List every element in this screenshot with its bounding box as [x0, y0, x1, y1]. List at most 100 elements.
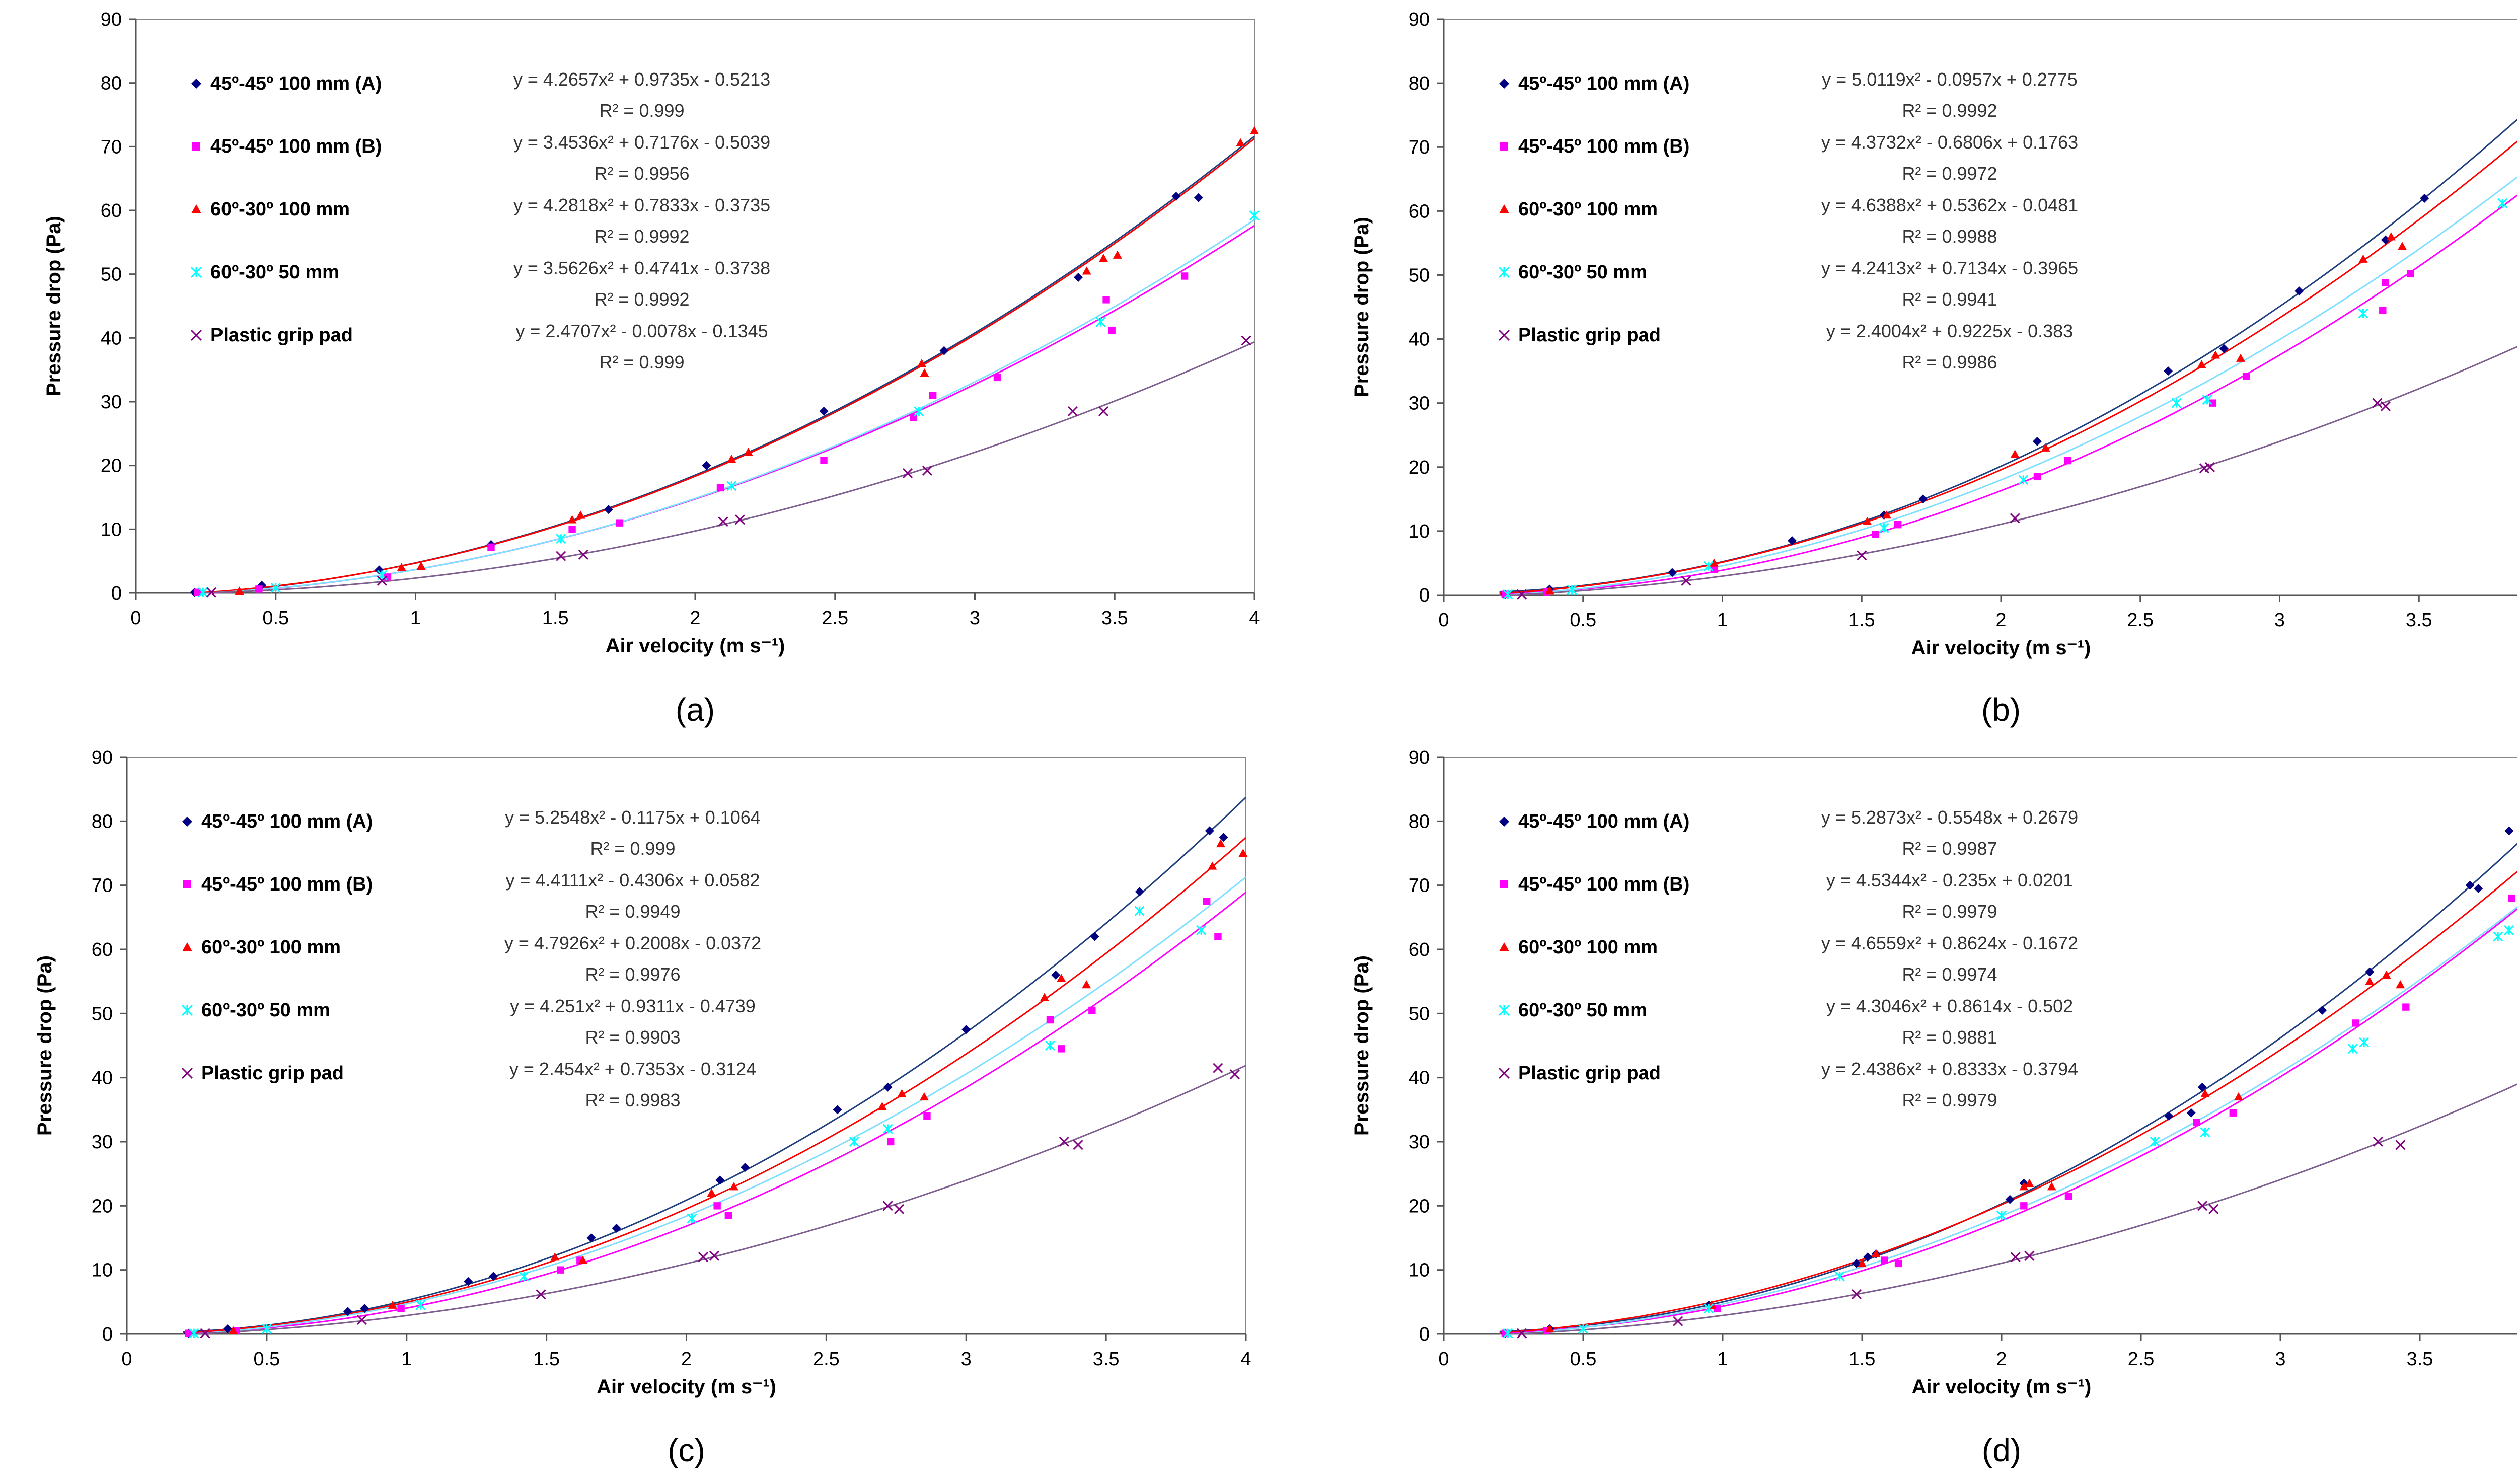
y-axis-label: Pressure drop (Pa)	[1351, 955, 1373, 1136]
data-point	[2208, 1204, 2219, 1214]
y-tick-label: 40	[101, 328, 122, 349]
data-point	[2395, 1140, 2406, 1150]
data-point	[1673, 1316, 1683, 1326]
data-point	[707, 1188, 716, 1197]
data-point	[833, 1105, 842, 1115]
data-point	[1095, 317, 1106, 327]
x-tick-label: 2	[681, 1349, 692, 1370]
series-4-points	[198, 210, 1260, 598]
data-point	[2236, 353, 2246, 362]
data-point	[2381, 235, 2390, 245]
data-point	[729, 1182, 738, 1191]
data-point	[2047, 1182, 2056, 1191]
y-tick-label: 10	[1409, 521, 1430, 542]
data-point	[360, 1304, 369, 1313]
x-tick-label: 3	[970, 608, 980, 629]
data-point	[1709, 558, 1719, 567]
data-point	[2164, 366, 2173, 376]
data-point	[2018, 475, 2029, 485]
data-point	[2396, 980, 2405, 989]
legend-marker	[183, 880, 191, 888]
y-tick-label: 70	[101, 136, 122, 158]
x-tick-label: 1.5	[542, 608, 569, 629]
x-tick-label: 3.5	[2407, 1349, 2433, 1370]
data-point	[2186, 1108, 2196, 1118]
data-point	[2398, 242, 2407, 250]
r-squared: R² = 0.9972	[1902, 163, 1997, 184]
legend-label: 45º-45º 100 mm (B)	[201, 874, 373, 895]
chart-panel-4: 00.511.522.533.540102030405060708090Air …	[1351, 747, 2517, 1468]
y-tick-label: 40	[1409, 329, 1430, 350]
data-point	[2420, 193, 2429, 203]
chart-panel-1: 0 0.5 1 1.5 2 2.5 3 3.5 40102030405060708090Air …	[43, 9, 1260, 728]
r-squared: R² = 0.999	[599, 100, 684, 121]
legend-label: 60º-30º 100 mm	[1518, 199, 1658, 220]
data-point	[2234, 1092, 2243, 1101]
data-point	[1857, 550, 1867, 561]
data-point	[2064, 457, 2072, 465]
data-point	[1667, 568, 1677, 577]
y-tick-label: 20	[1409, 457, 1430, 478]
data-point	[1113, 250, 1122, 259]
data-point	[2352, 1019, 2359, 1027]
data-point	[1881, 1256, 1888, 1264]
data-point	[556, 534, 566, 544]
y-tick-label: 40	[1409, 1068, 1430, 1089]
r-squared: R² = 0.9992	[594, 226, 689, 247]
y-tick-label: 10	[101, 519, 122, 540]
data-point	[1171, 192, 1181, 201]
data-point	[1135, 887, 1144, 897]
data-point	[1180, 272, 1189, 280]
data-point	[897, 1089, 907, 1097]
data-point	[726, 481, 737, 491]
data-point	[877, 1101, 887, 1110]
y-tick-label: 60	[1409, 939, 1430, 960]
fit-equation: y = 4.2657x² + 0.9735x - 0.5213	[513, 69, 770, 90]
legend-marker	[192, 142, 200, 151]
legend-marker	[1499, 204, 1509, 213]
data-point	[1219, 833, 1228, 842]
data-point	[2386, 232, 2396, 241]
data-point	[1918, 494, 1928, 504]
data-point	[2497, 198, 2508, 209]
data-point	[2200, 1089, 2210, 1097]
y-tick-label: 50	[1409, 1003, 1430, 1024]
data-point	[1102, 296, 1110, 304]
data-point	[2010, 1252, 2021, 1263]
data-point	[1871, 1249, 1881, 1258]
data-point	[1196, 925, 1207, 935]
data-point	[2474, 884, 2483, 894]
x-tick-label: 2.5	[2127, 610, 2154, 631]
data-point	[922, 465, 933, 476]
r-squared: R² = 0.9974	[1902, 964, 1997, 985]
data-point	[2372, 398, 2383, 408]
data-point	[2025, 1178, 2034, 1187]
data-point	[1250, 126, 1259, 134]
x-tick-label: 1.5	[1848, 610, 1875, 631]
data-point	[255, 585, 263, 593]
data-point	[397, 563, 406, 571]
data-point	[2318, 1005, 2327, 1015]
legend-label: 45º-45º 100 mm (B)	[210, 136, 382, 157]
data-point	[1216, 839, 1225, 848]
plot-area	[126, 757, 1246, 1334]
data-point	[718, 516, 728, 527]
legend-label: 45º-45º 100 mm (B)	[1518, 136, 1689, 157]
data-point	[1241, 335, 1251, 346]
data-point	[882, 1201, 893, 1211]
legend-marker	[191, 79, 201, 89]
data-point	[2033, 473, 2041, 481]
fit-line-series-2	[1499, 194, 2517, 595]
y-axis-label: Pressure drop (Pa)	[43, 216, 65, 396]
y-tick-label: 20	[92, 1196, 113, 1217]
x-tick-label: 3.5	[1093, 1349, 1120, 1370]
data-point	[1894, 521, 1902, 529]
x-tick-label: 3.5	[2406, 610, 2432, 631]
x-tick-label: 3	[961, 1349, 972, 1370]
data-point	[2347, 1044, 2358, 1054]
data-point	[2019, 1182, 2029, 1191]
data-point	[1863, 1252, 1873, 1262]
data-point	[568, 526, 576, 533]
plot-area	[1443, 757, 2517, 1334]
y-tick-label: 60	[92, 939, 113, 960]
